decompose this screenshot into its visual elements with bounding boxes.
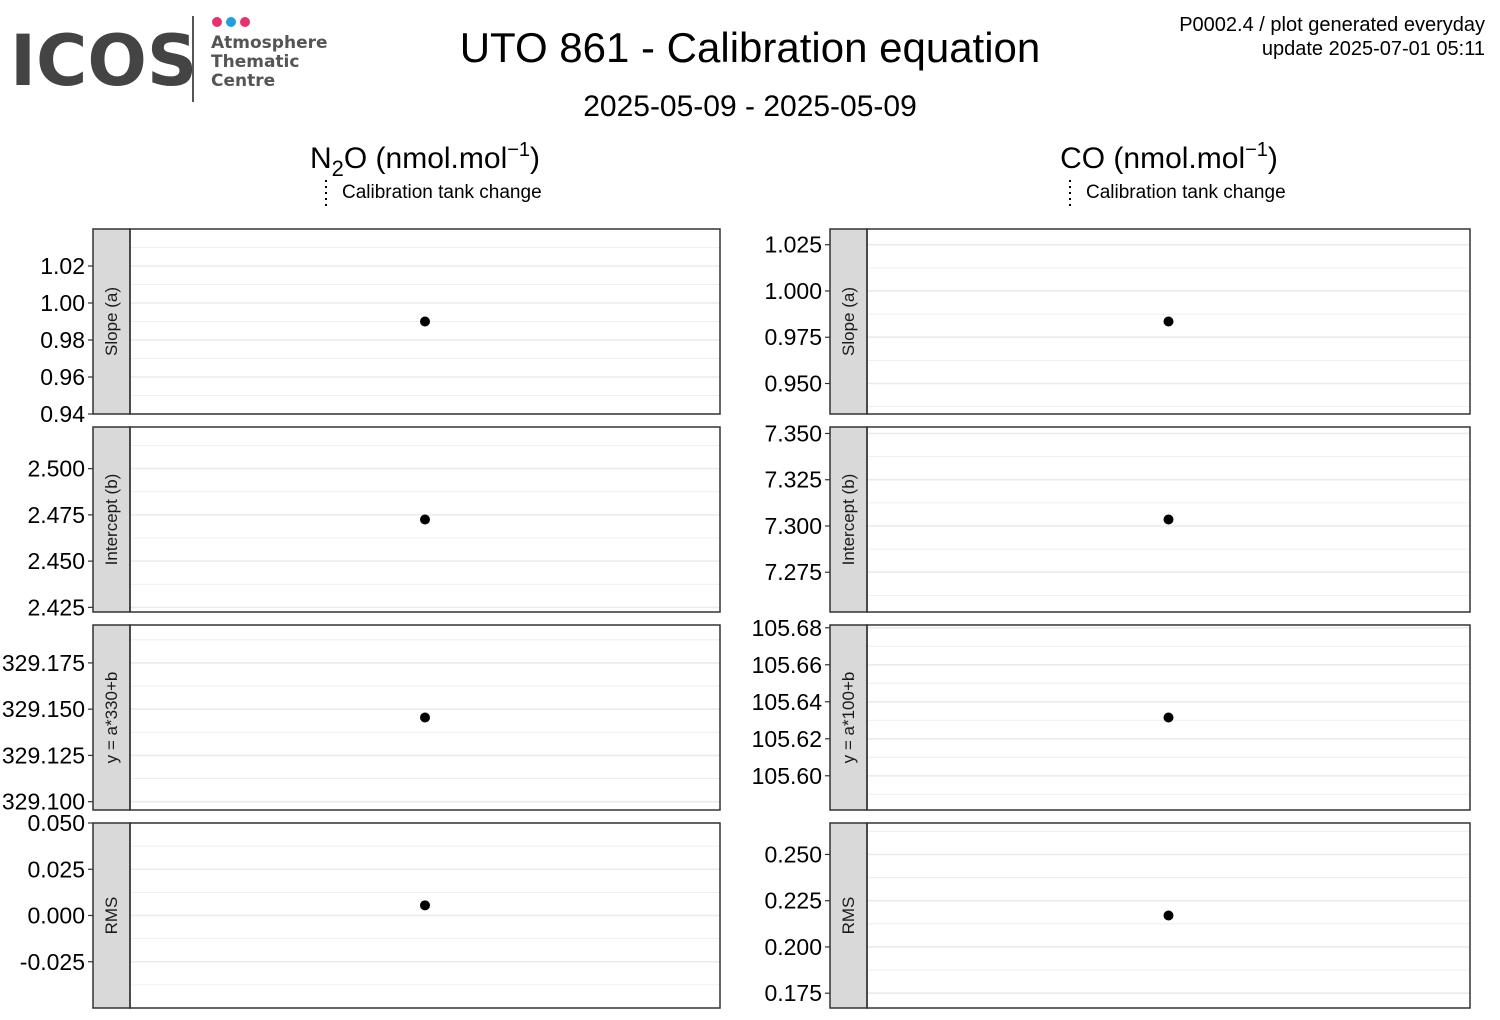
co-data-point [1163, 316, 1174, 327]
y-tick-label: 7.350 [764, 420, 822, 446]
n2o-data-point [420, 900, 430, 911]
n2o-facet-strip [92, 624, 131, 811]
y-tick-label: 7.300 [764, 513, 822, 539]
y-tick-label: 2.500 [27, 456, 85, 482]
y-tick-label: 0.250 [764, 841, 822, 867]
y-tick-label: 2.425 [27, 594, 85, 620]
chart-date-range: 2025-05-09 - 2025-05-09 [583, 90, 917, 123]
co-data-point [1163, 910, 1174, 921]
logo-dot-blue [226, 17, 236, 27]
n2o-facet-label: y = a*330+b [102, 672, 121, 764]
n2o-data-point [420, 712, 430, 723]
n2o-facet-label: Intercept (b) [102, 474, 121, 566]
y-tick-label: 329.100 [2, 789, 85, 815]
n2o-column-title: N2O (nmol.mol−1) [310, 139, 540, 181]
y-tick-label: 0.98 [40, 327, 85, 353]
logo-line-atmosphere: Atmosphere [211, 33, 328, 53]
n2o-data-point [420, 316, 430, 327]
plot-id-text: P0002.4 / plot generated everyday [1179, 14, 1485, 36]
co-facet-label: Intercept (b) [839, 474, 858, 566]
y-tick-label: 0.200 [764, 934, 822, 960]
y-tick-label: 105.68 [752, 615, 822, 641]
y-tick-label: 105.62 [752, 726, 822, 752]
co-facet-label: RMS [839, 897, 858, 935]
n2o-facet-label: RMS [102, 897, 121, 935]
update-timestamp: update 2025-07-01 05:11 [1261, 38, 1485, 60]
y-tick-label: 329.150 [2, 696, 85, 722]
co-data-point [1163, 712, 1174, 723]
y-tick-label: 1.025 [764, 232, 822, 258]
co-panel-border [866, 624, 1471, 811]
logo-line-centre: Centre [211, 71, 275, 91]
y-tick-label: 105.64 [752, 689, 823, 715]
co-panel-border [866, 228, 1471, 415]
y-tick-label: 0.175 [764, 980, 822, 1006]
co-facet-label: Slope (a) [839, 287, 858, 356]
n2o-panel-border [129, 822, 721, 1009]
logo-wordmark: ICOS [10, 20, 197, 102]
n2o-facet-label: Slope (a) [102, 287, 121, 356]
y-tick-label: 105.60 [752, 763, 822, 789]
logo-dot-pink-2 [240, 17, 250, 27]
n2o-facet-strip [92, 228, 131, 415]
y-tick-label: 329.125 [2, 742, 85, 768]
chart-title: UTO 861 - Calibration equation [459, 24, 1041, 71]
y-tick-label: 0.000 [27, 903, 85, 929]
y-tick-label: 0.94 [40, 401, 85, 427]
icos-logo: ICOS Atmosphere Thematic Centre [10, 16, 328, 102]
n2o-panel-border [129, 426, 721, 613]
n2o-panel-border [129, 228, 721, 415]
co-panel-border [866, 822, 1471, 1009]
y-tick-label: 0.975 [764, 324, 822, 350]
logo-dot-pink [212, 17, 222, 27]
y-tick-label: 0.050 [27, 810, 85, 836]
y-tick-label: 7.275 [764, 559, 822, 585]
co-column-title: CO (nmol.mol−1) [1060, 139, 1278, 175]
n2o-data-point [420, 514, 430, 525]
logo-line-thematic: Thematic [211, 52, 299, 72]
y-tick-label: 2.475 [27, 502, 85, 528]
y-tick-label: 1.02 [40, 253, 85, 279]
n2o-facet-strip [92, 822, 131, 1009]
y-tick-label: 105.66 [752, 652, 822, 678]
n2o-facet-strip [92, 426, 131, 613]
y-tick-label: -0.025 [20, 949, 85, 975]
co-facet-strip [829, 426, 868, 613]
n2o-panel-border [129, 624, 721, 811]
co-panel-border [866, 426, 1471, 613]
update-info: P0002.4 / plot generated everyday update… [1179, 13, 1485, 61]
y-tick-label: 0.950 [764, 370, 822, 396]
co-legend-label: Calibration tank change [1086, 182, 1286, 203]
y-tick-label: 329.175 [2, 650, 85, 676]
co-facet-strip [829, 228, 868, 415]
co-facet-label: y = a*100+b [839, 672, 858, 764]
co-data-point [1163, 514, 1174, 525]
y-tick-label: 0.96 [40, 364, 85, 390]
y-tick-label: 7.325 [764, 467, 822, 493]
y-tick-label: 2.450 [27, 548, 85, 574]
n2o-legend-label: Calibration tank change [342, 182, 542, 203]
y-tick-label: 0.225 [764, 888, 822, 914]
co-facet-strip [829, 822, 868, 1009]
y-tick-label: 1.00 [40, 290, 85, 316]
y-tick-label: 1.000 [764, 278, 822, 304]
y-tick-label: 0.025 [27, 856, 85, 882]
